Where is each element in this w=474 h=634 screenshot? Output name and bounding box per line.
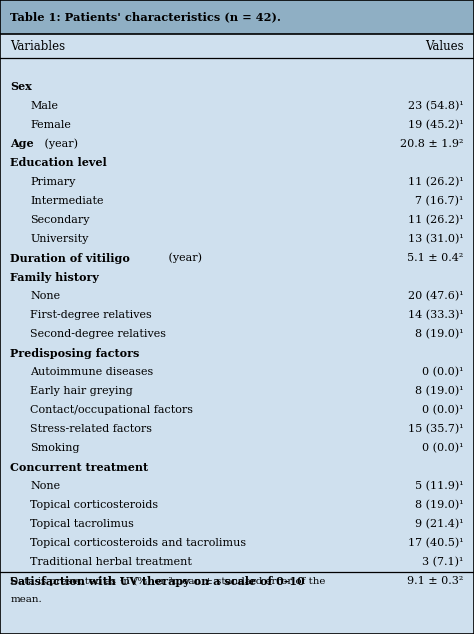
Text: 5.1 ± 0.4²: 5.1 ± 0.4²	[407, 253, 464, 263]
Text: 23 (54.8)¹: 23 (54.8)¹	[408, 101, 464, 111]
Text: Early hair greying: Early hair greying	[30, 386, 133, 396]
Text: Sex: Sex	[10, 81, 32, 93]
Text: 0 (0.0)¹: 0 (0.0)¹	[422, 367, 464, 377]
Text: First-degree relatives: First-degree relatives	[30, 310, 152, 320]
Text: Education level: Education level	[10, 157, 107, 169]
Text: Contact/occupational factors: Contact/occupational factors	[30, 405, 193, 415]
Text: Topical tacrolimus: Topical tacrolimus	[30, 519, 134, 529]
Text: 11 (26.2)¹: 11 (26.2)¹	[408, 177, 464, 187]
Text: 14 (33.3)¹: 14 (33.3)¹	[408, 310, 464, 320]
Text: 8 (19.0)¹: 8 (19.0)¹	[415, 386, 464, 396]
Text: 17 (40.5)¹: 17 (40.5)¹	[408, 538, 464, 548]
Text: Second-degree relatives: Second-degree relatives	[30, 329, 166, 339]
Text: Male: Male	[30, 101, 58, 111]
Text: None: None	[30, 291, 61, 301]
Text: Data is presented as ¹n (%) or ²mean ± standard error of the: Data is presented as ¹n (%) or ²mean ± s…	[10, 577, 326, 586]
Text: Autoimmune diseases: Autoimmune diseases	[30, 367, 154, 377]
Text: 11 (26.2)¹: 11 (26.2)¹	[408, 215, 464, 225]
Text: 7 (16.7)¹: 7 (16.7)¹	[415, 196, 464, 206]
Text: 0 (0.0)¹: 0 (0.0)¹	[422, 443, 464, 453]
Text: 8 (19.0)¹: 8 (19.0)¹	[415, 500, 464, 510]
Text: mean.: mean.	[10, 595, 42, 604]
Text: 3 (7.1)¹: 3 (7.1)¹	[422, 557, 464, 567]
Text: 9.1 ± 0.3²: 9.1 ± 0.3²	[407, 576, 464, 586]
Text: 20 (47.6)¹: 20 (47.6)¹	[408, 291, 464, 301]
Text: Table 1: Patients' characteristics (n = 42).: Table 1: Patients' characteristics (n = …	[10, 11, 281, 23]
Text: 13 (31.0)¹: 13 (31.0)¹	[408, 234, 464, 244]
Text: 20.8 ± 1.9²: 20.8 ± 1.9²	[400, 139, 464, 149]
Text: (year): (year)	[41, 139, 78, 149]
Text: None: None	[30, 481, 61, 491]
Text: Secondary: Secondary	[30, 215, 90, 225]
Text: Variables: Variables	[10, 40, 65, 53]
Text: Family history: Family history	[10, 271, 100, 283]
Text: Topical corticosteroids and tacrolimus: Topical corticosteroids and tacrolimus	[30, 538, 246, 548]
Text: (year): (year)	[165, 253, 202, 263]
Text: 0 (0.0)¹: 0 (0.0)¹	[422, 405, 464, 415]
Text: Concurrent treatment: Concurrent treatment	[10, 462, 148, 473]
Text: Smoking: Smoking	[30, 443, 80, 453]
Text: Traditional herbal treatment: Traditional herbal treatment	[30, 557, 192, 567]
Text: Values: Values	[425, 40, 464, 53]
Text: Topical corticosteroids: Topical corticosteroids	[30, 500, 158, 510]
Text: Duration of vitiligo: Duration of vitiligo	[10, 252, 130, 264]
Text: University: University	[30, 234, 89, 244]
Text: Age: Age	[10, 138, 34, 150]
Text: 19 (45.2)¹: 19 (45.2)¹	[408, 120, 464, 130]
Text: Satisfaction with UV therapy on a scale of 0–10: Satisfaction with UV therapy on a scale …	[10, 576, 305, 587]
Text: Primary: Primary	[30, 177, 76, 187]
Text: 5 (11.9)¹: 5 (11.9)¹	[415, 481, 464, 491]
Text: 15 (35.7)¹: 15 (35.7)¹	[408, 424, 464, 434]
Bar	[0, 0, 474, 34]
Text: 8 (19.0)¹: 8 (19.0)¹	[415, 329, 464, 339]
Text: Predisposing factors: Predisposing factors	[10, 347, 140, 359]
Text: Stress-related factors: Stress-related factors	[30, 424, 152, 434]
Text: 9 (21.4)¹: 9 (21.4)¹	[415, 519, 464, 529]
Text: Female: Female	[30, 120, 71, 130]
Text: Intermediate: Intermediate	[30, 196, 104, 206]
